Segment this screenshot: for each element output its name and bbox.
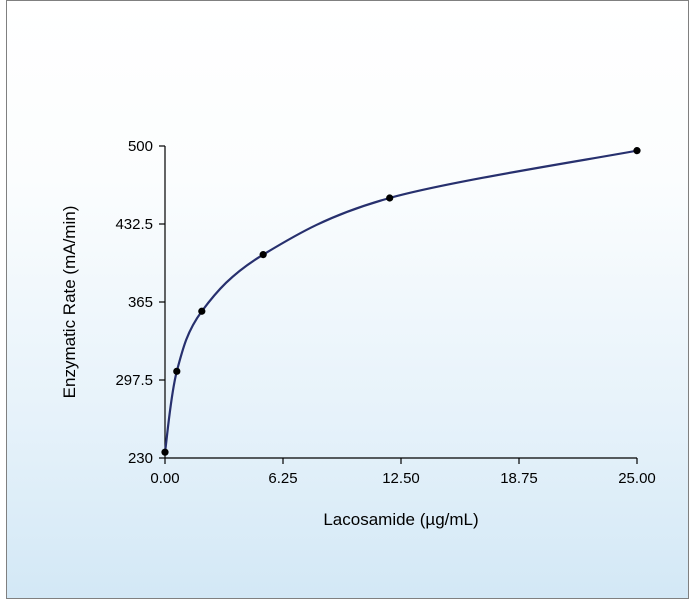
axes xyxy=(164,146,637,459)
x-axis-label: Lacosamide (µg/mL) xyxy=(323,510,478,529)
data-points xyxy=(161,147,641,456)
x-tick-label: 0.00 xyxy=(150,470,179,487)
y-tick-label: 365 xyxy=(128,294,153,311)
y-tick-label: 297.5 xyxy=(115,372,153,389)
data-point xyxy=(386,194,394,202)
y-axis-label: Enzymatic Rate (mA/min) xyxy=(60,206,79,399)
x-tick-label: 25.00 xyxy=(618,470,656,487)
x-tick-label: 6.25 xyxy=(268,470,297,487)
series-curve xyxy=(163,149,638,453)
y-tick-label: 230 xyxy=(128,450,153,467)
x-tick-label: 12.50 xyxy=(382,470,420,487)
enzymatic-rate-chart: 230 297.5 365 432.5 500 0.00 6.25 12.50 18.75 25… xyxy=(60,138,656,529)
data-point xyxy=(259,251,267,259)
data-point xyxy=(161,448,169,456)
data-point xyxy=(173,367,181,375)
data-point xyxy=(633,147,641,155)
x-tick-label: 18.75 xyxy=(500,470,538,487)
y-ticks: 230 297.5 365 432.5 500 xyxy=(115,138,165,467)
y-tick-label: 432.5 xyxy=(115,216,153,233)
y-tick-label: 500 xyxy=(128,138,153,155)
data-point xyxy=(198,307,206,315)
chart-frame: 230 297.5 365 432.5 500 0.00 6.25 12.50 18.75 25… xyxy=(6,0,689,599)
x-ticks: 0.00 6.25 12.50 18.75 25.00 xyxy=(150,458,656,487)
